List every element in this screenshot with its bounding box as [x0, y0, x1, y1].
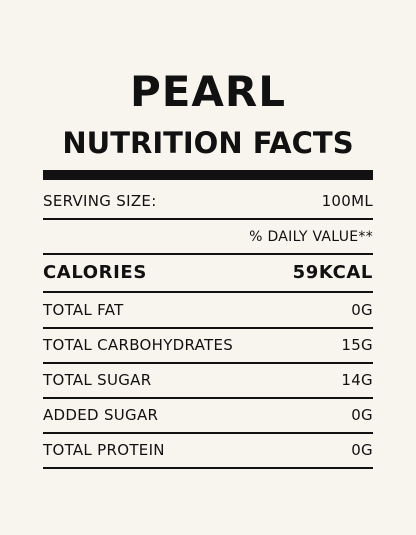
nutrient-row: TOTAL FAT 0G — [43, 293, 373, 329]
nutrient-value: 0G — [351, 301, 373, 319]
serving-size-label: SERVING SIZE: — [43, 192, 157, 210]
nutrient-row: TOTAL PROTEIN 0G — [43, 434, 373, 469]
nutrient-value: 0G — [351, 441, 373, 459]
calories-label: CALORIES — [43, 262, 147, 283]
nutrient-value: 15G — [341, 336, 373, 354]
nutrition-facts-title: NUTRITION FACTS — [62, 126, 354, 160]
daily-value-row: % DAILY VALUE** — [43, 220, 373, 255]
serving-size-row: SERVING SIZE: 100ML — [43, 180, 373, 220]
nutrient-label: TOTAL CARBOHYDRATES — [43, 336, 234, 354]
nutrient-label: ADDED SUGAR — [43, 406, 159, 424]
nutrient-value: 14G — [341, 371, 373, 389]
calories-row: CALORIES 59KCAL — [43, 255, 373, 293]
nutrient-label: TOTAL SUGAR — [43, 371, 152, 389]
calories-value: 59KCAL — [292, 262, 373, 283]
nutrient-label: TOTAL FAT — [43, 301, 124, 319]
nutrient-value: 0G — [351, 406, 373, 424]
nutrient-row: TOTAL CARBOHYDRATES 15G — [43, 329, 373, 364]
nutrient-row: TOTAL SUGAR 14G — [43, 364, 373, 399]
daily-value-note: % DAILY VALUE** — [249, 229, 373, 245]
brand-name: PEARL — [129, 67, 287, 116]
nutrient-label: TOTAL PROTEIN — [43, 441, 165, 459]
header-divider — [43, 170, 373, 180]
serving-size-value: 100ML — [321, 192, 373, 210]
nutrient-row: ADDED SUGAR 0G — [43, 399, 373, 434]
